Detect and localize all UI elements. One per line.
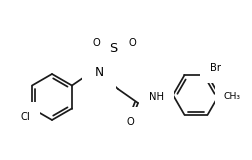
Text: CH₃: CH₃: [224, 92, 241, 100]
Text: S: S: [109, 41, 117, 55]
Text: O: O: [126, 117, 134, 127]
Text: O: O: [128, 38, 136, 48]
Text: N: N: [94, 65, 104, 79]
Text: Br: Br: [210, 63, 222, 73]
Text: O: O: [92, 38, 100, 48]
Text: Cl: Cl: [20, 112, 30, 121]
Text: NH: NH: [149, 92, 165, 102]
